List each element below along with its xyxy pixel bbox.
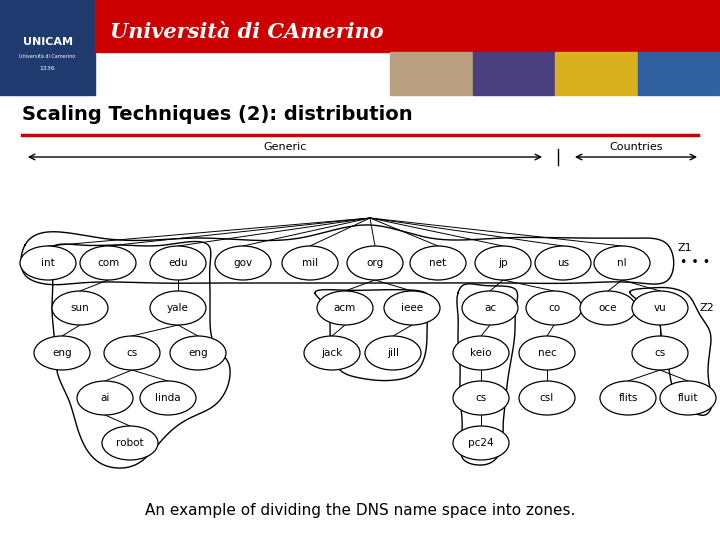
Text: ac: ac bbox=[484, 303, 496, 313]
Text: ai: ai bbox=[100, 393, 109, 403]
Text: linda: linda bbox=[156, 393, 181, 403]
Text: yale: yale bbox=[167, 303, 189, 313]
Bar bbox=[637, 52, 719, 95]
Text: eng: eng bbox=[52, 348, 72, 358]
Ellipse shape bbox=[347, 246, 403, 280]
Text: Generic: Generic bbox=[264, 142, 307, 152]
Text: gov: gov bbox=[233, 258, 253, 268]
Ellipse shape bbox=[384, 291, 440, 325]
Text: cs: cs bbox=[654, 348, 665, 358]
Ellipse shape bbox=[215, 246, 271, 280]
Ellipse shape bbox=[77, 381, 133, 415]
Text: 1336: 1336 bbox=[40, 65, 55, 71]
Ellipse shape bbox=[453, 381, 509, 415]
Ellipse shape bbox=[304, 336, 360, 370]
Text: Università di Camerino: Università di Camerino bbox=[19, 53, 76, 58]
Text: int: int bbox=[41, 258, 55, 268]
Ellipse shape bbox=[580, 291, 636, 325]
Ellipse shape bbox=[282, 246, 338, 280]
Ellipse shape bbox=[600, 381, 656, 415]
Ellipse shape bbox=[453, 426, 509, 460]
Ellipse shape bbox=[365, 336, 421, 370]
Text: ieee: ieee bbox=[401, 303, 423, 313]
Text: pc24: pc24 bbox=[468, 438, 494, 448]
Text: robot: robot bbox=[116, 438, 144, 448]
Text: com: com bbox=[97, 258, 119, 268]
Text: Scaling Techniques (2): distribution: Scaling Techniques (2): distribution bbox=[22, 105, 413, 125]
Text: • • •: • • • bbox=[680, 256, 710, 269]
Bar bbox=[472, 52, 554, 95]
Text: jp: jp bbox=[498, 258, 508, 268]
Text: Countries: Countries bbox=[609, 142, 662, 152]
Text: cs: cs bbox=[475, 393, 487, 403]
Text: Università di CAmerino: Università di CAmerino bbox=[110, 22, 384, 42]
Text: edu: edu bbox=[168, 258, 188, 268]
Text: mil: mil bbox=[302, 258, 318, 268]
Text: jill: jill bbox=[387, 348, 399, 358]
Text: jack: jack bbox=[321, 348, 343, 358]
Ellipse shape bbox=[34, 336, 90, 370]
Ellipse shape bbox=[102, 426, 158, 460]
Text: co: co bbox=[548, 303, 560, 313]
Bar bbox=[0, 95, 720, 540]
Ellipse shape bbox=[632, 291, 688, 325]
Text: vu: vu bbox=[654, 303, 667, 313]
Ellipse shape bbox=[632, 336, 688, 370]
Text: us: us bbox=[557, 258, 569, 268]
Text: An example of dividing the DNS name space into zones.: An example of dividing the DNS name spac… bbox=[145, 503, 575, 517]
Bar bbox=[555, 52, 636, 95]
Text: Z1: Z1 bbox=[677, 243, 692, 253]
Text: UNICAM: UNICAM bbox=[22, 37, 73, 47]
Text: csl: csl bbox=[540, 393, 554, 403]
Ellipse shape bbox=[140, 381, 196, 415]
Ellipse shape bbox=[20, 246, 76, 280]
Text: cs: cs bbox=[127, 348, 138, 358]
Text: flits: flits bbox=[618, 393, 638, 403]
Text: keio: keio bbox=[470, 348, 492, 358]
Ellipse shape bbox=[80, 246, 136, 280]
Ellipse shape bbox=[475, 246, 531, 280]
Text: net: net bbox=[429, 258, 446, 268]
Ellipse shape bbox=[660, 381, 716, 415]
Text: eng: eng bbox=[188, 348, 208, 358]
Ellipse shape bbox=[410, 246, 466, 280]
Ellipse shape bbox=[519, 336, 575, 370]
Ellipse shape bbox=[519, 381, 575, 415]
Text: org: org bbox=[366, 258, 384, 268]
Ellipse shape bbox=[104, 336, 160, 370]
Ellipse shape bbox=[317, 291, 373, 325]
Ellipse shape bbox=[453, 336, 509, 370]
Bar bbox=[0, 0, 95, 95]
Text: acm: acm bbox=[334, 303, 356, 313]
Text: oce: oce bbox=[599, 303, 617, 313]
Text: nl: nl bbox=[617, 258, 627, 268]
Ellipse shape bbox=[170, 336, 226, 370]
Text: Z2: Z2 bbox=[700, 303, 715, 313]
Ellipse shape bbox=[150, 246, 206, 280]
Ellipse shape bbox=[150, 291, 206, 325]
Ellipse shape bbox=[526, 291, 582, 325]
Text: sun: sun bbox=[71, 303, 89, 313]
Text: nec: nec bbox=[538, 348, 557, 358]
Ellipse shape bbox=[535, 246, 591, 280]
Bar bbox=[95, 0, 720, 52]
Bar bbox=[390, 52, 472, 95]
Ellipse shape bbox=[52, 291, 108, 325]
Ellipse shape bbox=[462, 291, 518, 325]
Text: fluit: fluit bbox=[678, 393, 698, 403]
Ellipse shape bbox=[594, 246, 650, 280]
